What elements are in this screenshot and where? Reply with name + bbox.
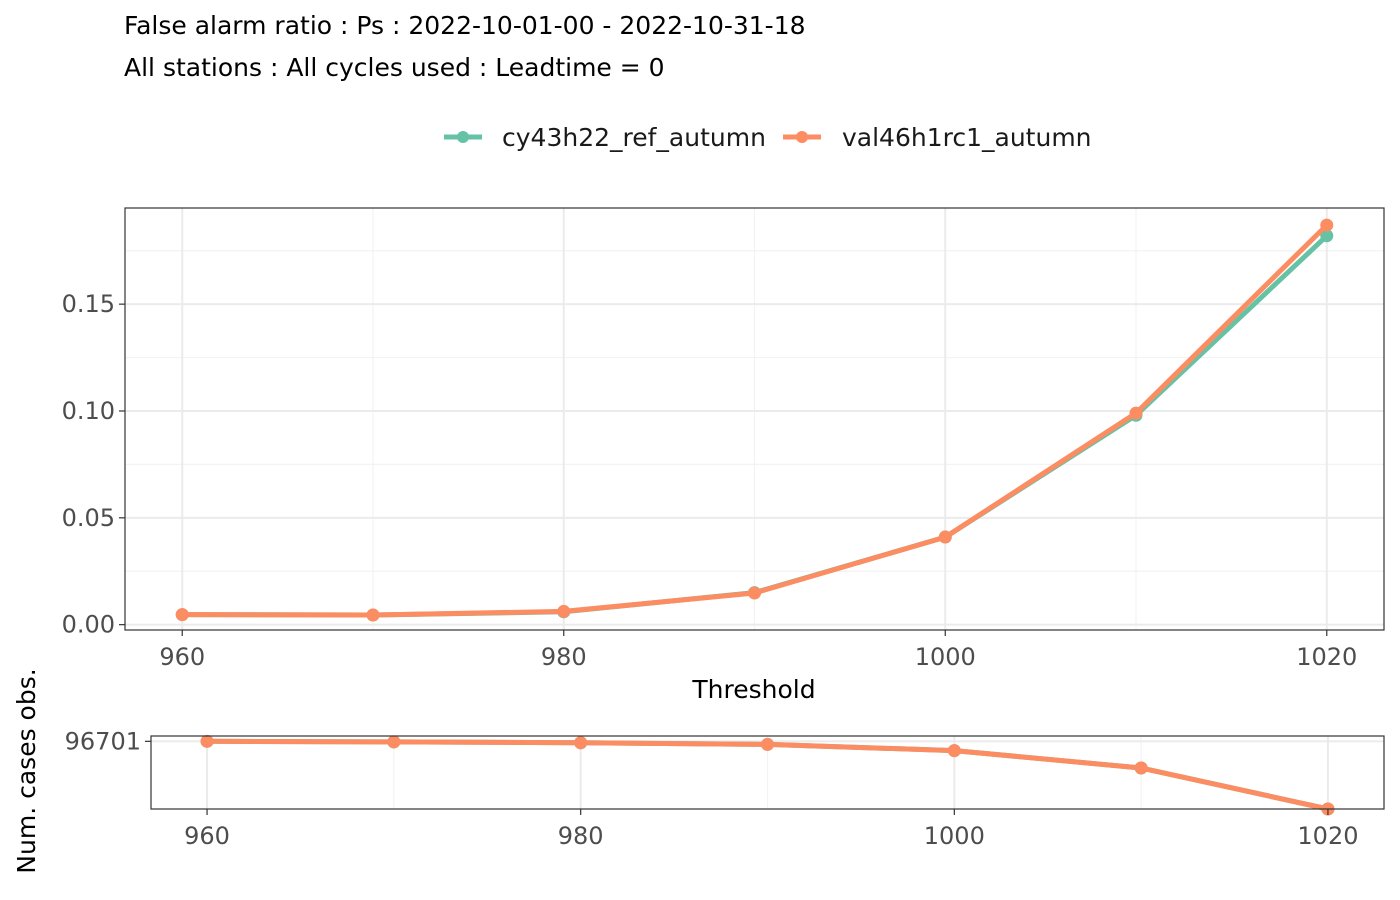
- data-point: [1320, 229, 1334, 243]
- legend-item-series-2: val46h1rc1_autumn: [783, 123, 1092, 152]
- legend-label: cy43h22_ref_autumn: [502, 123, 766, 152]
- panel-border: [150, 735, 1385, 810]
- data-point: [1134, 761, 1148, 775]
- data-point: [947, 744, 961, 758]
- data-point: [761, 737, 774, 751]
- data-point: [387, 735, 401, 749]
- legend-item-series-1: cy43h22_ref_autumn: [444, 123, 766, 152]
- x-tick-label: 980: [541, 643, 587, 671]
- data-point: [1129, 406, 1143, 420]
- x-tick-label: 960: [184, 822, 230, 850]
- legend-key-point: [457, 131, 469, 143]
- y-tick-label: 96701: [65, 727, 141, 755]
- data-point: [366, 608, 380, 622]
- main-plot-panel: 960 980 1000 1020 0.00 0.05 0.10 0.15: [62, 207, 1385, 671]
- data-point: [574, 736, 588, 750]
- panel-border: [124, 207, 1385, 631]
- data-point: [200, 734, 214, 748]
- data-point: [557, 604, 571, 618]
- data-point: [938, 530, 952, 544]
- y-axis-label: Num. cases obs.: [12, 668, 41, 873]
- x-tick-label: 980: [558, 822, 604, 850]
- x-tick-label: 960: [159, 643, 205, 671]
- data-point: [1320, 218, 1334, 232]
- chart-title: False alarm ratio : Ps : 2022-10-01-00 -…: [124, 11, 806, 40]
- y-tick-label: 0.05: [62, 504, 115, 532]
- data-point: [748, 586, 761, 600]
- chart-subtitle: All stations : All cycles used : Leadtim…: [124, 53, 665, 82]
- legend-label: val46h1rc1_autumn: [842, 123, 1092, 152]
- legend: cy43h22_ref_autumn val46h1rc1_autumn: [444, 123, 1092, 152]
- y-tick-label: 0.00: [62, 611, 115, 639]
- x-tick-label: 1020: [1296, 643, 1357, 671]
- x-tick-label: 1020: [1297, 822, 1358, 850]
- x-axis-label: Threshold: [691, 675, 815, 704]
- data-point: [175, 608, 189, 622]
- x-tick-label: 1000: [924, 822, 985, 850]
- y-tick-label: 0.15: [62, 290, 115, 318]
- cases-plot-panel: 960 980 1000 1020 96701: [65, 727, 1385, 850]
- legend-key-point: [796, 131, 808, 143]
- y-tick-label: 0.10: [62, 397, 115, 425]
- x-tick-label: 1000: [915, 643, 976, 671]
